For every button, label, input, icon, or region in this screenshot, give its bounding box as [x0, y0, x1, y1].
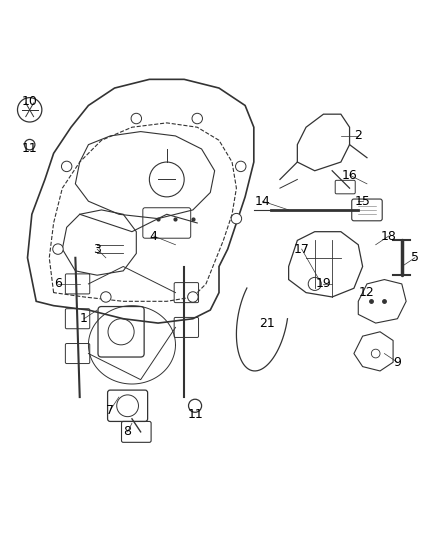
Text: 2: 2 [354, 130, 362, 142]
Circle shape [308, 277, 321, 290]
Circle shape [187, 292, 198, 302]
Text: 3: 3 [93, 243, 101, 256]
Text: 14: 14 [254, 195, 270, 208]
Text: 5: 5 [411, 251, 419, 264]
Text: 1: 1 [80, 312, 88, 325]
Text: 8: 8 [124, 425, 131, 438]
Text: 4: 4 [150, 230, 158, 243]
Text: 11: 11 [187, 408, 203, 421]
Text: 11: 11 [22, 142, 38, 156]
Circle shape [192, 114, 202, 124]
Circle shape [236, 161, 246, 172]
Text: 10: 10 [22, 95, 38, 108]
Text: 18: 18 [381, 230, 397, 243]
Text: 6: 6 [54, 277, 62, 290]
Circle shape [101, 292, 111, 302]
Text: 9: 9 [393, 356, 401, 369]
Circle shape [53, 244, 63, 254]
Circle shape [371, 349, 380, 358]
Text: 7: 7 [106, 403, 114, 417]
Text: 19: 19 [315, 277, 331, 290]
Text: 15: 15 [355, 195, 371, 208]
Text: 17: 17 [294, 243, 310, 256]
Circle shape [61, 161, 72, 172]
Circle shape [18, 98, 42, 122]
Circle shape [131, 114, 141, 124]
Text: 21: 21 [259, 317, 275, 329]
Text: 16: 16 [342, 168, 357, 182]
Circle shape [231, 213, 242, 224]
Text: 12: 12 [359, 286, 375, 299]
